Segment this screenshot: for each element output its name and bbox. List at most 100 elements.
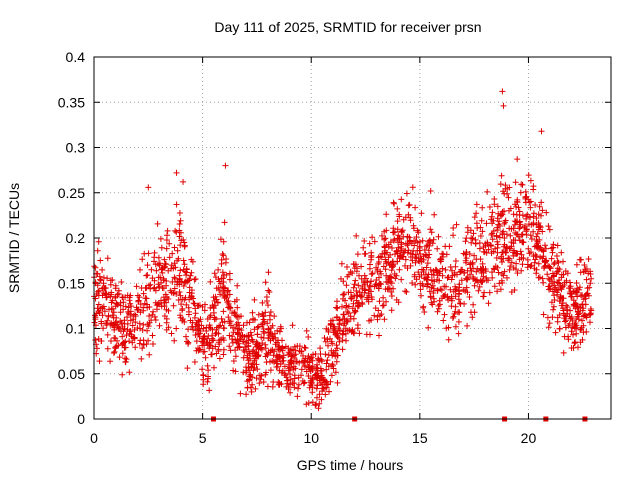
data-point	[376, 332, 382, 339]
data-point	[103, 294, 110, 301]
data-point	[499, 259, 505, 265]
data-point	[438, 287, 445, 294]
data-point	[341, 291, 348, 297]
data-point	[94, 247, 101, 254]
data-point	[576, 310, 582, 317]
data-point	[449, 315, 456, 321]
data-point	[573, 280, 580, 286]
data-point	[507, 232, 514, 239]
data-point	[200, 348, 207, 355]
data-point	[398, 228, 405, 235]
data-point	[289, 322, 296, 329]
data-point	[122, 359, 129, 366]
data-point	[193, 338, 200, 345]
data-point	[500, 272, 507, 279]
x-tick-label: 20	[521, 430, 537, 446]
data-point	[104, 331, 111, 338]
data-point	[131, 334, 138, 341]
data-point	[220, 238, 227, 245]
data-point	[362, 250, 369, 257]
data-point	[587, 319, 593, 326]
data-point	[210, 309, 217, 316]
data-point	[380, 294, 387, 301]
data-point	[94, 345, 100, 352]
data-point	[381, 236, 388, 243]
data-point	[144, 327, 151, 334]
data-point	[109, 277, 116, 283]
data-point	[177, 267, 184, 274]
data-point	[530, 253, 537, 260]
data-point	[523, 213, 530, 220]
data-point	[234, 282, 241, 289]
data-point	[469, 261, 476, 268]
data-point	[112, 335, 119, 342]
data-point	[276, 381, 283, 388]
data-point	[278, 369, 285, 376]
data-point	[139, 256, 146, 263]
data-point	[565, 322, 572, 329]
data-point	[249, 381, 256, 388]
data-point	[265, 287, 272, 294]
data-point	[279, 345, 286, 351]
data-point	[473, 201, 480, 208]
data-point	[354, 251, 361, 258]
data-point	[152, 261, 159, 268]
data-point	[395, 244, 402, 251]
data-point	[486, 204, 493, 210]
data-point	[546, 226, 553, 233]
data-point	[388, 280, 395, 287]
data-point	[104, 345, 111, 352]
data-point	[473, 268, 480, 275]
data-point	[513, 260, 520, 267]
data-point	[217, 322, 224, 329]
data-point	[463, 275, 470, 282]
data-point	[462, 238, 469, 245]
data-point	[379, 232, 385, 239]
data-point	[435, 233, 442, 240]
data-point	[174, 247, 181, 254]
data-point	[170, 302, 177, 309]
x-tick-label: 10	[303, 430, 319, 446]
data-point	[326, 388, 332, 395]
data-point	[390, 225, 397, 232]
data-point	[175, 255, 182, 262]
data-point	[173, 291, 180, 297]
data-point	[504, 274, 510, 281]
data-point	[213, 350, 220, 357]
data-point	[472, 240, 479, 247]
data-point	[584, 290, 591, 297]
data-point	[136, 340, 143, 347]
data-point	[354, 325, 361, 332]
data-point	[531, 259, 538, 266]
data-point	[273, 364, 280, 370]
data-point	[109, 312, 116, 319]
data-point	[316, 391, 323, 398]
data-point	[443, 251, 450, 258]
data-point	[454, 271, 460, 278]
data-point	[240, 347, 247, 354]
data-point	[419, 237, 426, 244]
data-point	[533, 270, 540, 277]
data-point	[352, 277, 359, 284]
data-point	[197, 316, 204, 323]
data-point	[105, 291, 112, 298]
data-point	[494, 244, 501, 251]
data-point	[324, 357, 331, 364]
data-point	[497, 181, 504, 188]
data-point	[506, 266, 513, 273]
data-point	[133, 283, 140, 290]
data-point	[196, 346, 203, 353]
data-point	[404, 265, 411, 272]
data-point	[196, 302, 203, 309]
data-point	[440, 317, 447, 324]
data-point	[95, 238, 102, 245]
data-point	[336, 327, 343, 334]
data-point	[581, 312, 588, 318]
data-point	[353, 232, 360, 239]
data-point	[164, 227, 171, 234]
data-point	[255, 346, 262, 353]
data-point	[369, 234, 376, 241]
data-point	[363, 331, 370, 338]
data-point	[574, 285, 581, 292]
data-point	[175, 297, 182, 303]
